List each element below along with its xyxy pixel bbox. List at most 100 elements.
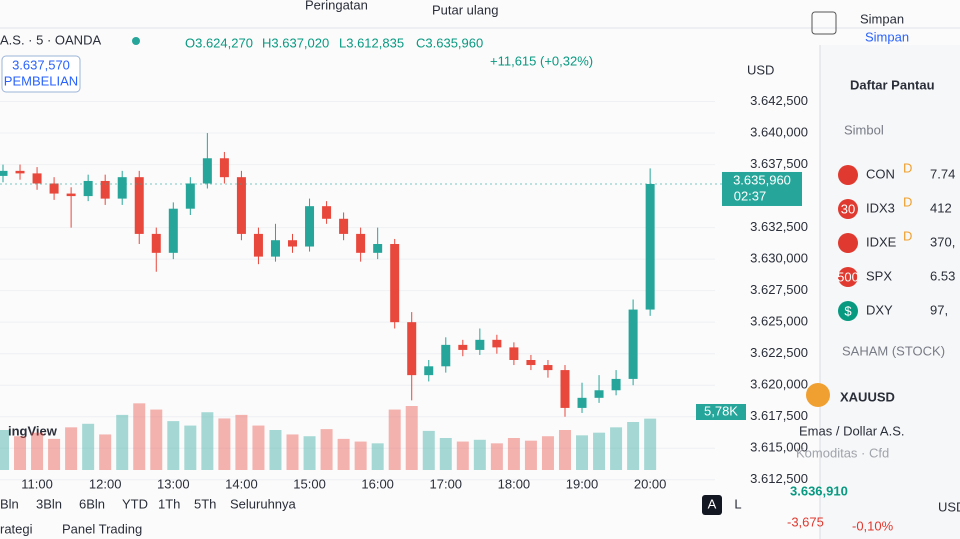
replay-button[interactable]: Putar ulang: [432, 2, 499, 17]
symbol[interactable]: IDXE: [866, 234, 897, 249]
detail-symbol: XAUUSD: [840, 389, 895, 404]
range-button[interactable]: 6Bln: [79, 496, 105, 511]
y-tick-label: 3.632,500: [750, 219, 808, 234]
candle-body: [594, 390, 604, 398]
range-button[interactable]: 5Th: [194, 496, 216, 511]
volume-bar: [576, 435, 589, 470]
x-tick-label: 12:00: [89, 476, 122, 491]
candle-body: [49, 183, 59, 194]
x-tick-label: 17:00: [430, 476, 463, 491]
symbol-icon: [838, 199, 858, 219]
buy-box[interactable]: [1, 55, 81, 93]
status-dot: [132, 37, 140, 45]
x-tick-label: 15:00: [293, 476, 326, 491]
symbol-value: 412: [930, 200, 952, 215]
y-tick-label: 3.620,000: [750, 377, 808, 392]
change: +11,615 (+0,32%): [490, 53, 593, 68]
volume-bar: [31, 432, 44, 470]
volume-bar: [65, 427, 78, 470]
volume-bar: [116, 414, 129, 470]
scale-button[interactable]: A: [708, 496, 717, 511]
candle-body: [168, 208, 178, 253]
symbol-flag: D: [903, 228, 912, 243]
save-button[interactable]: Simpan: [860, 11, 904, 26]
x-tick-label: 20:00: [634, 476, 667, 491]
volume-bar: [439, 438, 452, 470]
range-button[interactable]: 3Bln: [36, 496, 62, 511]
symbol-icon: [838, 233, 858, 253]
volume-bar: [286, 434, 299, 470]
ohlc-value: H3.637,020: [262, 35, 329, 50]
side-panel: [820, 45, 960, 539]
ohlc-value: C3.635,960: [416, 35, 483, 50]
candle-body: [15, 170, 25, 174]
volume-bar: [541, 436, 554, 470]
symbol[interactable]: DXY: [866, 302, 893, 317]
y-tick-label: 3.617,500: [750, 408, 808, 423]
volume-bar: [337, 438, 350, 470]
detail-price: 3.636,910: [790, 483, 848, 498]
candle-body: [219, 158, 229, 178]
range-button[interactable]: YTD: [122, 496, 148, 511]
bottom-tab[interactable]: rategi: [0, 521, 33, 536]
symbol-icon: [838, 267, 858, 287]
symbol[interactable]: IDX3: [866, 200, 895, 215]
volume-bar: [405, 406, 418, 470]
candle-body: [373, 244, 383, 253]
save-icon[interactable]: [811, 11, 837, 35]
volume-bar: [456, 441, 469, 470]
volume-bar: [269, 430, 282, 470]
scale-button[interactable]: L: [734, 496, 741, 511]
volume-bar: [252, 425, 265, 470]
candle-body: [134, 177, 144, 234]
volume-tag: [696, 404, 746, 420]
symbol[interactable]: SPX: [866, 268, 892, 283]
candle-body: [407, 322, 417, 376]
symbol-value: 7.74: [930, 166, 955, 181]
axis-unit[interactable]: USD: [747, 62, 774, 77]
save-sub: Simpan: [865, 29, 909, 44]
volume-bar: [150, 409, 163, 470]
volume-bar: [133, 403, 146, 470]
candle-body: [390, 244, 400, 323]
volume-bar: [593, 432, 606, 470]
candle-body: [270, 240, 280, 257]
candle-body: [492, 339, 502, 348]
ohlc-value: O3.624,270: [185, 35, 253, 50]
candle-body: [83, 180, 93, 197]
candle-body: [32, 173, 42, 184]
candle-body: [305, 206, 315, 247]
candle-body: [577, 397, 587, 408]
y-tick-label: 3.637,500: [750, 156, 808, 171]
candle-body: [356, 233, 366, 253]
range-button[interactable]: Seluruhnya: [230, 496, 297, 511]
volume-bar: [48, 438, 61, 470]
y-tick-label: 3.630,000: [750, 251, 808, 266]
symbol-flag: D: [903, 194, 912, 209]
y-tick-label: 3.627,500: [750, 282, 808, 297]
x-tick-label: 13:00: [157, 476, 190, 491]
symbol-badge: 30: [841, 201, 855, 216]
range-button[interactable]: 1Th: [158, 496, 180, 511]
symbol: A.S. · 5 · OANDA: [0, 32, 101, 47]
detail-icon: [806, 383, 830, 407]
buy-price: 3.637,570: [12, 57, 70, 72]
candle-body: [509, 347, 519, 360]
candle-body: [0, 170, 8, 176]
volume-bar: [473, 439, 486, 470]
candle-body: [66, 193, 76, 197]
candle-body: [185, 183, 195, 209]
symbol-icon: [838, 165, 858, 185]
y-tick-label: 3.622,500: [750, 345, 808, 360]
symbol-value: 370,: [930, 234, 955, 249]
bottom-tab[interactable]: Panel Trading: [62, 521, 142, 536]
symbol[interactable]: CON: [866, 166, 895, 181]
range-button[interactable]: Bln: [0, 496, 19, 511]
alerts-button[interactable]: Peringatan: [305, 0, 368, 12]
volume-bar: [14, 436, 27, 470]
symbol-value: 6.53: [930, 268, 955, 283]
volume-bar: [82, 423, 95, 470]
candle-body: [117, 177, 127, 199]
candle-body: [202, 158, 212, 184]
